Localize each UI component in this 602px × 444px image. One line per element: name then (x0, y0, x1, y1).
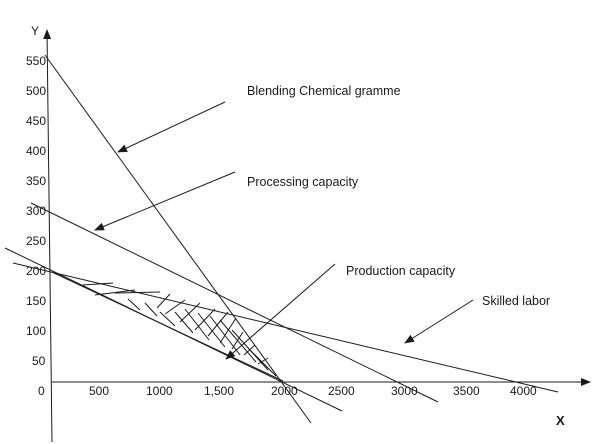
y-axis-label: Y (31, 24, 39, 38)
x-tick-label: 3500 (453, 384, 480, 398)
blending-label: Blending Chemical gramme (247, 84, 401, 98)
processing-label: Processing capacity (247, 175, 359, 189)
x-tick-label: 2500 (328, 384, 355, 398)
y-tick-label: 250 (26, 234, 46, 248)
y-tick-label: 300 (26, 204, 46, 218)
y-tick-label: 150 (26, 294, 46, 308)
x-tick-label: 3000 (391, 384, 418, 398)
production-arrow (225, 263, 336, 360)
x-axis-label: X (556, 413, 565, 428)
skilled-labor-constraint-line (12, 262, 559, 393)
y-tick-label: 450 (26, 114, 46, 128)
y-tick-label: 400 (26, 144, 46, 158)
processing-arrow (94, 171, 236, 231)
skilled-labor-label: Skilled labor (482, 294, 550, 308)
processing-constraint-line (30, 202, 439, 403)
x-tick-label: 1000 (146, 384, 173, 398)
y-tick-label: 500 (26, 84, 46, 98)
y-tick-label: 100 (26, 324, 46, 338)
production-label: Production capacity (346, 264, 456, 278)
blending-arrow (117, 101, 226, 153)
y-tick-label: 50 (32, 354, 46, 368)
x-tick-label: 1,500 (204, 384, 234, 398)
x-tick-label: 2000 (271, 384, 298, 398)
y-axis (43, 29, 53, 443)
y-tick-label: 550 (26, 54, 46, 68)
y-tick-label: 350 (26, 174, 46, 188)
y-tick-label: 0 (38, 384, 45, 398)
feasible-region-hatching (51, 271, 284, 382)
skilled-labor-arrow (404, 299, 474, 344)
x-tick-label: 4000 (510, 384, 537, 398)
blending-constraint-line (44, 54, 312, 424)
x-tick-label: 500 (89, 384, 109, 398)
